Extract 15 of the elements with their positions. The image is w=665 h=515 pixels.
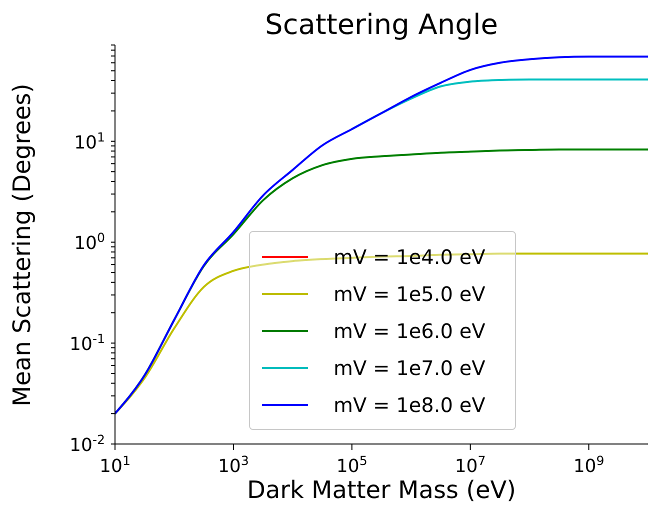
legend-label: mV = 1e8.0 eV: [334, 392, 486, 416]
x-tick-label: 10$^{5}$: [336, 452, 368, 477]
x-tick-label: 10$^{3}$: [218, 452, 249, 477]
legend-label: mV = 1e5.0 eV: [334, 282, 486, 306]
y-tick-label: 10$^{0}$: [74, 230, 105, 254]
y-axis-title: Mean Scattering (Degrees): [8, 84, 36, 406]
y-tick-label: 10$^{-1}$: [70, 330, 105, 356]
x-tick-label: 10$^{9}$: [573, 452, 604, 477]
x-tick-label: 10$^{7}$: [454, 452, 486, 477]
x-axis-title: Dark Matter Mass (eV): [246, 476, 518, 504]
legend-label: mV = 1e4.0 eV: [334, 244, 486, 268]
legend-label: mV = 1e7.0 eV: [334, 356, 486, 380]
chart-title: Scattering Angle: [264, 8, 499, 41]
legend-label: mV = 1e6.0 eV: [334, 318, 486, 342]
y-tick-label: 10$^{1}$: [74, 128, 105, 154]
